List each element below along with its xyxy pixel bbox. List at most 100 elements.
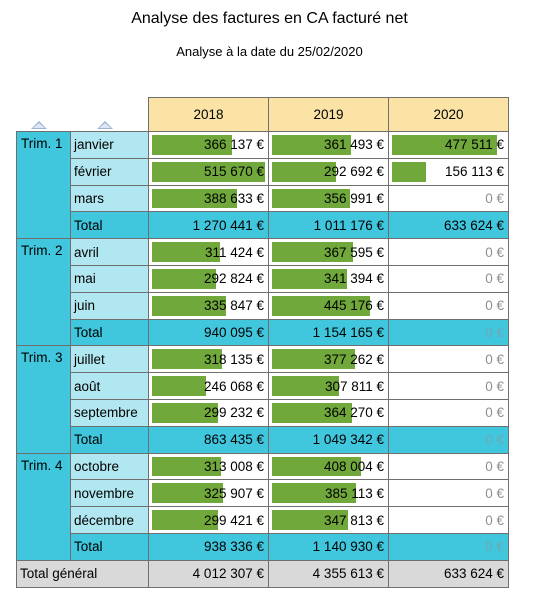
data-bar xyxy=(152,483,223,504)
report-title: Analyse des factures en CA facturé net xyxy=(131,10,408,27)
month-label[interactable]: janvier xyxy=(70,131,149,159)
quarter-label[interactable]: Trim. 1 xyxy=(16,130,71,240)
value-text: 0 € xyxy=(485,405,504,421)
value-cell: 0 € xyxy=(388,345,509,374)
total-value: 1 270 441 € xyxy=(148,211,269,240)
value-cell: 377 262 € xyxy=(268,345,389,374)
value-cell: 445 176 € xyxy=(268,291,389,320)
value-text: 335 847 € xyxy=(203,298,264,314)
value-cell: 335 847 € xyxy=(148,291,269,320)
year-header-2019[interactable]: 2019 xyxy=(268,97,389,132)
month-label[interactable]: décembre xyxy=(70,506,149,534)
value-text: 299 232 € xyxy=(203,405,264,421)
value-cell: 0 € xyxy=(388,372,509,400)
month-row: Trim. 3 juillet 318 135 € 377 262 € 0 € xyxy=(16,345,509,454)
month-label[interactable]: mars xyxy=(70,184,149,213)
data-bar xyxy=(392,135,497,155)
value-text: 0 € xyxy=(485,485,504,501)
data-bar xyxy=(152,268,216,289)
grand-total-label: Total général xyxy=(16,559,149,588)
quarter-total-row: Total 863 435 €1 049 342 €0 € xyxy=(17,425,509,454)
month-row: septembre 299 232 € 364 270 € 0 € xyxy=(17,398,509,427)
invoice-analysis-table: 2018 2019 2020 Trim. 1 janvier 366 137 € 36… xyxy=(16,97,509,588)
data-bar xyxy=(152,188,237,209)
value-cell: 299 421 € xyxy=(148,506,269,534)
data-bar xyxy=(152,510,218,530)
data-bar xyxy=(272,402,352,423)
total-label: Total xyxy=(70,532,149,561)
value-text: 0 € xyxy=(485,512,504,528)
data-bar xyxy=(272,510,348,530)
value-cell: 388 633 € xyxy=(148,184,269,213)
value-text: 477 511 € xyxy=(444,137,504,153)
value-text: 299 421 € xyxy=(203,512,264,528)
month-label[interactable]: avril xyxy=(70,238,149,266)
month-label[interactable]: août xyxy=(70,372,149,400)
value-text: 445 176 € xyxy=(323,298,384,314)
month-label[interactable]: octobre xyxy=(70,452,149,481)
value-cell: 325 907 € xyxy=(148,479,269,508)
year-header-2018[interactable]: 2018 xyxy=(148,97,269,132)
value-cell: 477 511 € xyxy=(388,131,509,159)
month-label[interactable]: juillet xyxy=(70,345,149,374)
data-bar xyxy=(152,402,218,423)
month-row: mars 388 633 € 356 991 € 0 € xyxy=(17,184,509,213)
value-text: 377 262 € xyxy=(323,351,384,367)
quarter-label[interactable]: Trim. 4 xyxy=(16,452,71,561)
value-text: 318 135 € xyxy=(203,351,264,367)
year-header-2020[interactable]: 2020 xyxy=(388,97,509,132)
value-cell: 318 135 € xyxy=(148,345,269,374)
value-cell: 0 € xyxy=(388,184,509,213)
value-text: 0 € xyxy=(485,458,504,474)
sort-month-icon[interactable] xyxy=(97,121,113,129)
value-cell: 0 € xyxy=(388,238,509,266)
total-label: Total xyxy=(70,425,149,454)
month-label[interactable]: septembre xyxy=(70,398,149,427)
value-cell: 385 113 € xyxy=(268,479,389,508)
month-label[interactable]: juin xyxy=(70,291,149,320)
value-text: 388 633 € xyxy=(203,190,264,206)
header-blank xyxy=(17,98,71,132)
data-bar xyxy=(272,268,347,289)
total-value: 863 435 € xyxy=(148,425,269,454)
data-bar xyxy=(152,135,232,155)
value-cell: 515 670 € xyxy=(148,157,269,186)
value-cell: 356 991 € xyxy=(268,184,389,213)
value-cell: 367 595 € xyxy=(268,238,389,266)
value-text: 347 813 € xyxy=(323,512,384,528)
value-cell: 364 270 € xyxy=(268,398,389,427)
value-cell: 0 € xyxy=(388,291,509,320)
value-text: 361 493 € xyxy=(323,137,384,153)
value-cell: 307 811 € xyxy=(268,372,389,400)
value-cell: 313 008 € xyxy=(148,452,269,481)
quarter-total-row: Total 938 336 €1 140 930 €0 € xyxy=(17,532,509,561)
sort-quarter-icon[interactable] xyxy=(31,121,47,129)
quarter-label[interactable]: Trim. 2 xyxy=(16,238,71,347)
value-text: 292 824 € xyxy=(203,271,264,287)
data-bar xyxy=(152,242,220,262)
value-cell: 0 € xyxy=(388,452,509,481)
value-text: 0 € xyxy=(485,271,504,287)
header-blank xyxy=(71,98,149,132)
value-text: 311 424 € xyxy=(204,244,264,260)
value-text: 325 907 € xyxy=(203,485,264,501)
month-label[interactable]: novembre xyxy=(70,479,149,508)
value-cell: 347 813 € xyxy=(268,506,389,534)
total-label: Total xyxy=(70,211,149,240)
month-label[interactable]: mai xyxy=(70,264,149,293)
data-bar xyxy=(272,161,336,182)
data-bar xyxy=(272,376,339,396)
value-text: 341 394 € xyxy=(323,271,384,287)
total-value: 1 154 165 € xyxy=(268,318,389,347)
value-text: 313 008 € xyxy=(203,458,264,474)
month-label[interactable]: février xyxy=(70,157,149,186)
value-text: 515 670 € xyxy=(203,164,264,180)
quarter-label[interactable]: Trim. 3 xyxy=(16,345,71,454)
total-value: 0 € xyxy=(388,318,509,347)
value-text: 0 € xyxy=(485,190,504,206)
total-value: 940 095 € xyxy=(148,318,269,347)
value-cell: 361 493 € xyxy=(268,131,389,159)
value-text: 307 811 € xyxy=(324,378,384,394)
quarter-total-row: Total 940 095 €1 154 165 €0 € xyxy=(17,318,509,347)
value-text: 0 € xyxy=(485,378,504,394)
